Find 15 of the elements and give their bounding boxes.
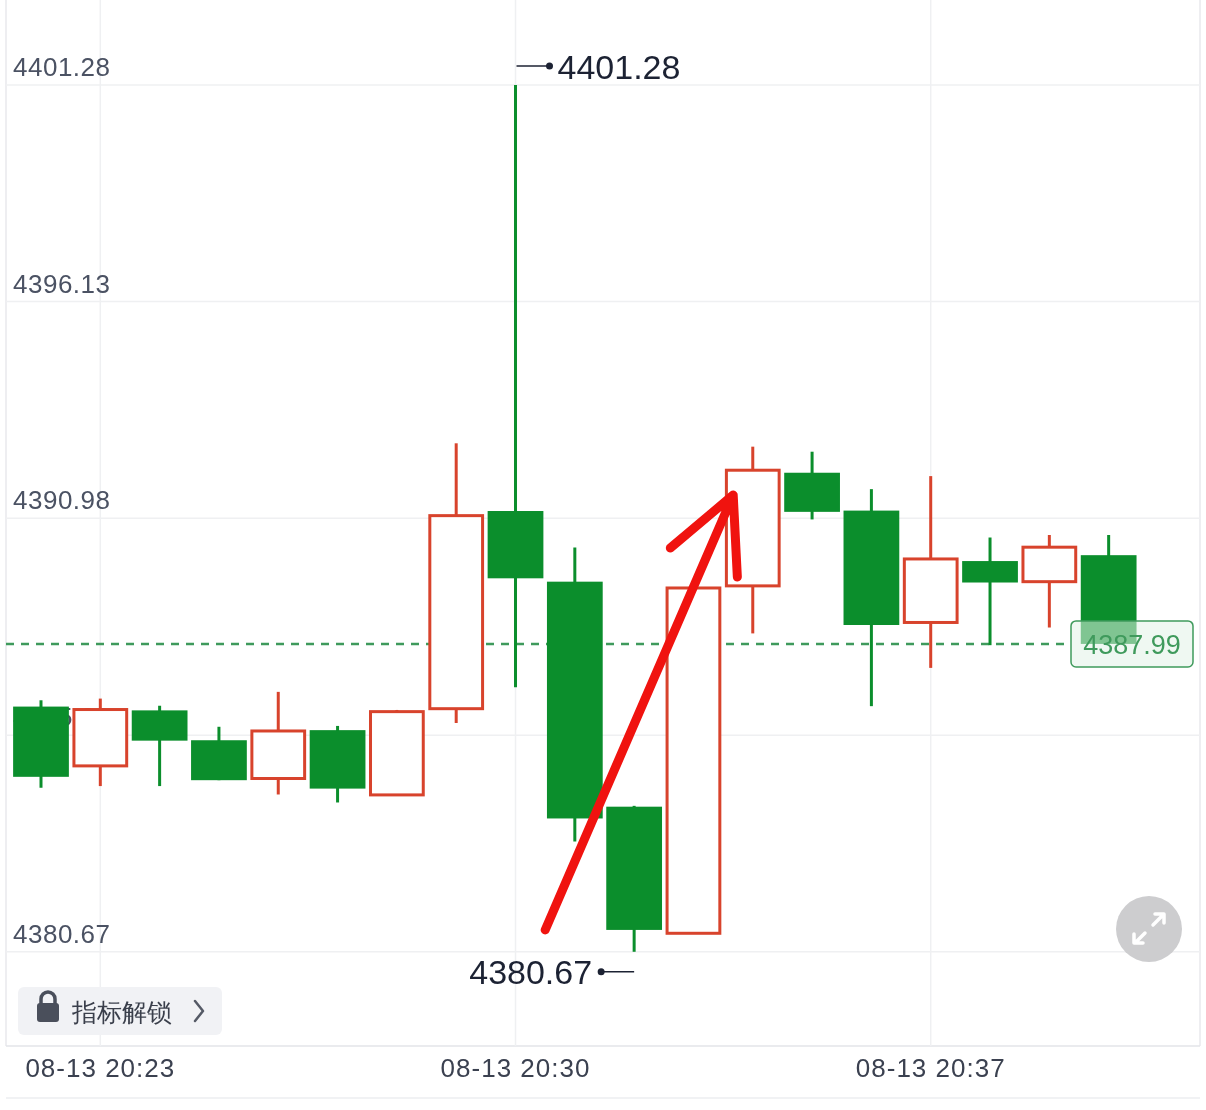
ref-line-label: 4387.99 (1083, 629, 1181, 660)
annotation: 4380.67 (469, 952, 635, 991)
x-tick-label: 08-13 20:30 (440, 1053, 591, 1083)
y-tick-label: 4401.28 (13, 51, 111, 82)
ref-label: 4387.99 (1070, 620, 1194, 668)
x-tick-label: 08-13 20:23 (25, 1053, 176, 1083)
y-tick-label: 4390.98 (13, 485, 111, 516)
annotation: 指标解锁 (71, 998, 172, 1026)
annotation: 4380.67 (469, 952, 593, 991)
x-tick-label: 08-13 20:37 (855, 1053, 1006, 1083)
annotation: 4401.28 (557, 47, 681, 86)
annotation: 4401.28 (515, 47, 681, 86)
y-tick-label: 4380.67 (13, 918, 111, 949)
button: 指标解锁 (18, 987, 222, 1035)
y-tick-label: 4396.13 (13, 268, 111, 299)
